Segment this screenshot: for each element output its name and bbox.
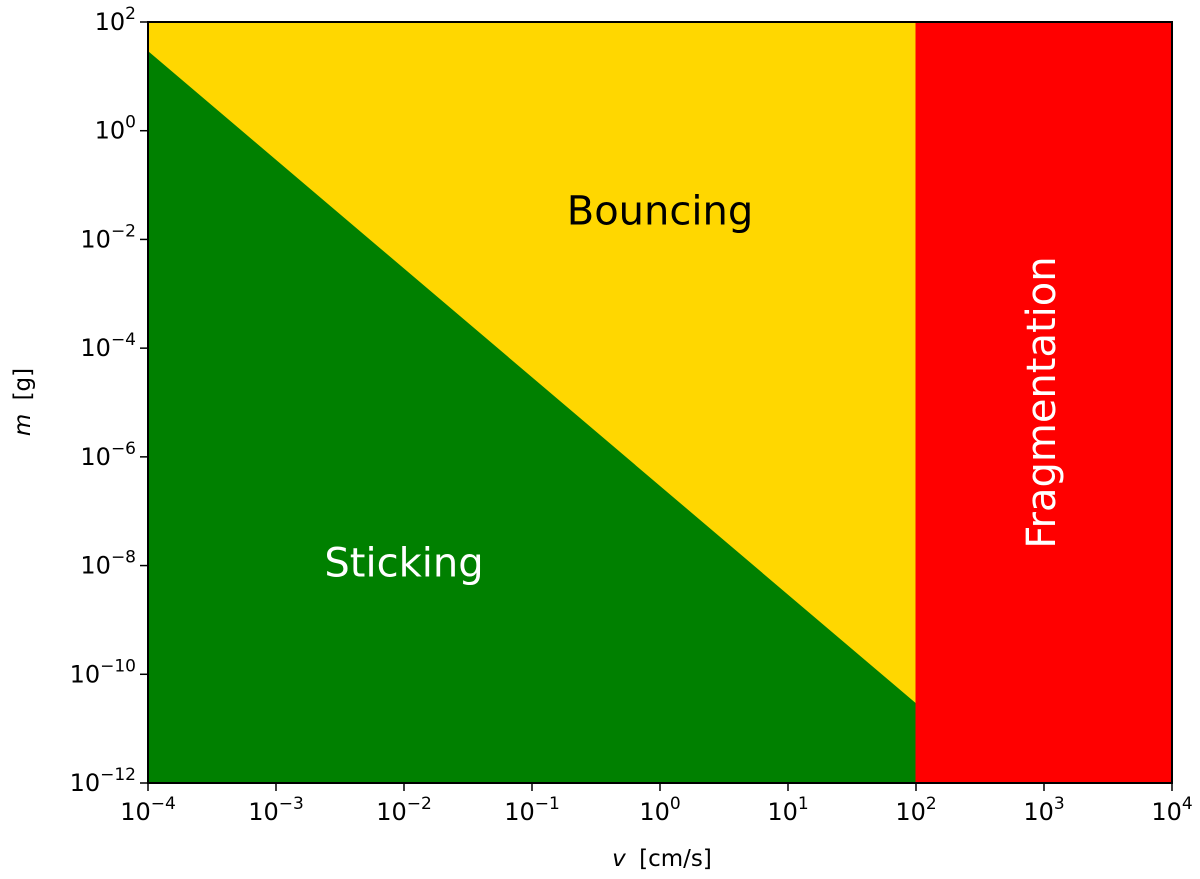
y-tick-label: 10−10 [70,656,136,688]
x-tick-label: 10−2 [376,794,432,826]
x-axis-symbol: v [612,846,626,872]
x-tick-label: 103 [1023,794,1064,826]
y-axis-label: m [g] [10,368,36,436]
y-tick-label: 10−6 [80,439,136,471]
region-labels-layer: Sticking Bouncing Fragmentation [324,188,1065,586]
region-label-sticking: Sticking [324,541,483,587]
region-label-fragmentation: Fragmentation [1019,256,1065,548]
x-tick-label: 10−4 [120,794,176,826]
y-tick-label: 100 [95,113,136,145]
x-axis-label: v [cm/s] [612,846,712,872]
region-label-bouncing: Bouncing [567,188,753,234]
x-axis-ticks: 10−4 10−3 10−2 10−1 100 101 102 103 104 [120,783,1193,826]
y-axis-symbol: m [10,414,36,436]
y-tick-label: 102 [95,4,136,36]
y-axis-ticks: 102 100 10−2 10−4 10−6 10−8 10−10 10−12 [70,4,148,797]
y-tick-label: 10−12 [70,765,136,797]
x-tick-label: 100 [639,794,680,826]
regions-layer [147,20,1173,784]
y-tick-label: 10−2 [80,221,136,253]
y-axis-unit: [g] [10,368,36,401]
y-tick-label: 10−8 [80,548,136,580]
x-axis-unit: [cm/s] [639,846,712,872]
x-tick-label: 102 [895,794,936,826]
x-tick-label: 101 [767,794,808,826]
x-tick-label: 104 [1151,794,1192,826]
y-tick-label: 10−4 [80,330,136,362]
x-tick-label: 10−3 [248,794,304,826]
x-tick-label: 10−1 [504,794,560,826]
